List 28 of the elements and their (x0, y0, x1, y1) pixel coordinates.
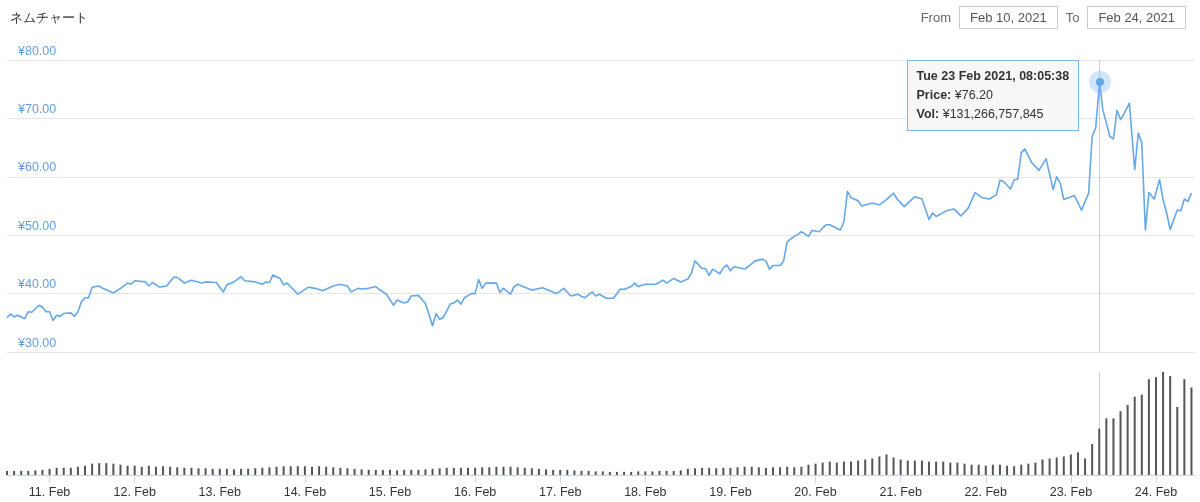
x-tick-label: 12. Feb (113, 484, 156, 499)
annotation: Vol: ¥131,266,757,845 (916, 106, 1045, 124)
text: Feb 10, 2021 (959, 6, 1058, 29)
x-tick-label: 18. Feb (624, 484, 667, 499)
x-tick-label: 21. Feb (879, 484, 922, 499)
annotation: Price: ¥76.20 (916, 87, 994, 105)
x-tick-label: 24. Feb (1134, 484, 1178, 499)
y-tick-label: ¥80.00 (17, 43, 57, 58)
x-tick-label: 15. Feb (368, 484, 412, 499)
y-tick-label: ¥50.00 (17, 218, 57, 233)
annotation: Tue 23 Feb 2021, 08:05:38 (916, 68, 1070, 86)
text: Feb 24, 2021 (1087, 6, 1186, 29)
y-tick-label: ¥30.00 (17, 335, 57, 350)
chart-title: ネムチャート (10, 9, 88, 27)
x-tick-label: 14. Feb (283, 484, 327, 499)
text: From (920, 10, 952, 25)
x-tick-label: 19. Feb (709, 484, 752, 499)
x-tick-label: 16. Feb (453, 484, 497, 499)
x-tick-label: 20. Feb (794, 484, 837, 499)
x-tick-label: 11. Feb (28, 484, 71, 499)
x-tick-label: 17. Feb (539, 484, 582, 499)
x-tick-label: 13. Feb (198, 484, 242, 499)
x-tick-label: 23. Feb (1049, 484, 1093, 499)
y-tick-label: ¥40.00 (17, 277, 57, 292)
y-tick-label: ¥60.00 (17, 160, 57, 175)
text: To (1065, 10, 1080, 25)
y-tick-label: ¥70.00 (17, 101, 57, 116)
x-tick-label: 22. Feb (964, 484, 1008, 499)
